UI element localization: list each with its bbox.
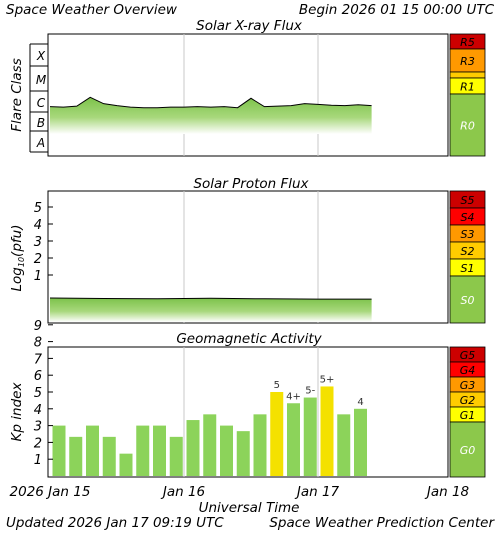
xray-class-label-c: C [37,96,46,110]
geomag-y-label: Kp index [9,382,25,442]
r-scale-cell [449,71,486,79]
xray-class-label-x: X [36,49,46,63]
proton-y-ticks: 1 2 3 4 5 [34,201,53,284]
kp-bar [203,414,217,476]
kp-y-tick-label: 7 [34,352,43,367]
xray-flux-area [50,97,372,134]
x-tick-jan16: Jan 16 [160,484,205,500]
kp-bar [287,403,300,476]
r-scale-label: R1 [460,81,475,94]
kp-y-tick-label: 9 [34,319,42,334]
r-scale-label: R0 [460,120,475,133]
r-scale-label: R5 [460,36,475,49]
proton-y-tick-label: 1 [34,269,42,284]
radio-blackout-scale: R5 R3 R1 R0 [449,33,486,157]
xray-flux-series [49,96,372,134]
kp-bar [102,436,116,476]
x-tick-jan18: Jan 18 [424,484,469,500]
kp-y-tick-label: 8 [34,336,42,351]
kp-bar [169,436,183,476]
xray-class-label-m: M [36,73,47,87]
kp-bar [337,414,351,476]
kp-bar-label: 4 [357,397,363,408]
footer-updated: Updated 2026 Jan 17 09:19 UTC [6,515,224,531]
kp-bar [186,420,200,476]
xray-y-label: Flare Class [9,58,25,131]
proton-title: Solar Proton Flux [193,176,309,192]
footer-center: Space Weather Prediction Center [269,515,495,531]
xray-class-axis [29,43,48,153]
kp-bar [119,453,133,476]
kp-y-tick-label: 6 [34,369,42,384]
header-begin: Begin 2026 01 15 00:00 UTC [299,2,495,18]
geomag-title: Geomagnetic Activity [176,331,322,347]
proton-flux-line [49,297,372,300]
kp-bar-label: 4+ [286,391,301,402]
kp-bar [69,436,83,476]
kp-y-tick-label: 2 [34,436,42,451]
radiation-storm-scale: S5 S4 S3 S2 S1 S0 [449,190,486,324]
g-scale-label: G0 [460,444,476,457]
xray-class-label-b: B [37,116,45,130]
s-scale-label: S4 [461,211,475,224]
g-scale-label: G4 [460,364,476,377]
xray-class-label-a: A [36,136,45,150]
proton-flux-area [50,297,372,322]
s-scale-cell [449,275,486,324]
s-scale-label: S0 [461,294,475,307]
xray-flux-line [49,96,372,109]
proton-y-tick-label: 5 [34,201,42,216]
kp-y-tick-label: 3 [34,420,42,435]
kp-bar-label: 5 [274,380,280,391]
kp-y-tick-label: 4 [34,403,42,418]
xray-title: Solar X-ray Flux [196,18,303,34]
g-scale-label: G1 [460,409,476,422]
s-scale-label: S3 [461,228,475,241]
proton-y-label: Log10(pfu) [9,225,26,292]
proton-y-tick-label: 4 [34,218,42,233]
g-scale-label: G3 [460,379,476,392]
kp-bar [303,397,317,476]
geomagnetic-storm-scale: G5 G4 G3 G2 G1 G0 [449,346,486,478]
kp-bar [86,425,99,476]
kp-bar [253,414,267,476]
kp-bar [354,408,367,476]
header-title: Space Weather Overview [6,2,178,18]
r-scale-label: R3 [460,55,475,68]
x-tick-jan15: 2026 Jan 15 [10,484,91,500]
s-scale-label: S5 [461,194,475,207]
proton-flux-series [49,297,372,322]
kp-bars: 5 4+ 5- 5+ 4 [52,374,367,476]
kp-bar-label: 5+ [320,374,335,385]
kp-bar [153,425,166,476]
x-tick-jan17: Jan 17 [294,484,340,500]
kp-bar-label: 5- [305,386,315,397]
s-scale-label: S1 [461,262,475,275]
kp-bar [52,425,66,476]
x-axis-label: Universal Time [199,500,300,516]
kp-y-tick-label: 5 [34,386,42,401]
xray-plot-frame [47,33,449,157]
s-scale-label: S2 [461,245,475,258]
kp-y-tick-label: 1 [34,453,42,468]
kp-bar [136,425,150,476]
r-scale-cell [449,93,486,157]
proton-y-tick-label: 3 [34,235,42,250]
kp-bar [236,431,250,476]
g-scale-cell [449,421,486,478]
proton-y-tick-label: 2 [34,252,42,267]
g-scale-label: G5 [460,349,476,362]
g-scale-label: G2 [460,394,476,407]
kp-bar [270,392,284,476]
kp-bar [220,425,233,476]
kp-bar [320,386,334,476]
